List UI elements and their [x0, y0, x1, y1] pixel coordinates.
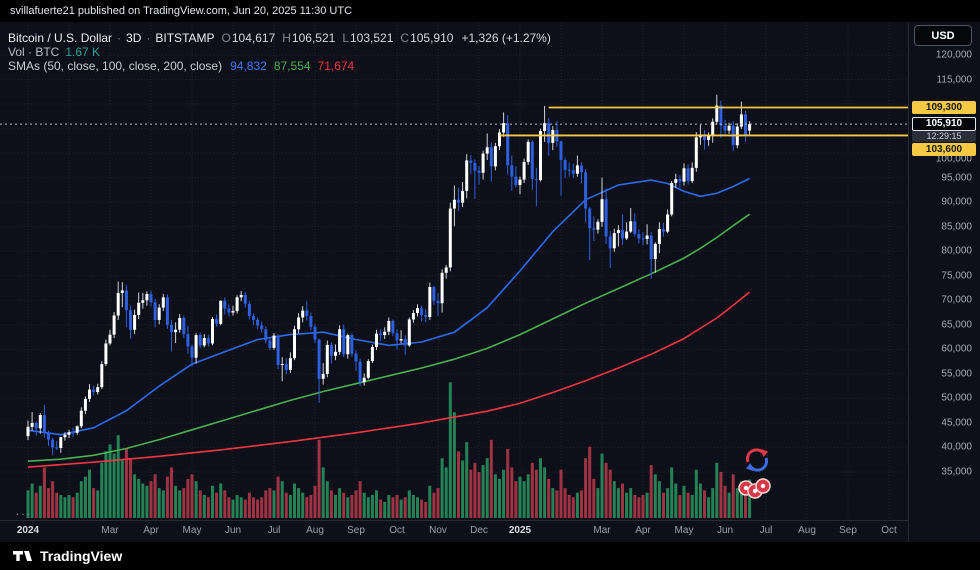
time-tick-month-label: Jun [716, 525, 734, 536]
price-axis[interactable]: 120,000 115,000 100,000 95,000 90,000 85,000 8… [908, 22, 980, 542]
time-tick-month-label: May [182, 525, 202, 536]
legend-overflow-ellipsis[interactable]: ... [16, 504, 33, 518]
volume-label[interactable]: Vol · BTC [8, 45, 60, 59]
sma-indicator-label[interactable]: SMAs (50, close, 100, close, 200, close) [8, 59, 223, 73]
time-tick-month-label: Nov [429, 525, 447, 536]
time-tick-month-label: Jun [224, 525, 242, 536]
price-tick-label: 85,000 [941, 221, 972, 233]
grid-layer [0, 22, 908, 520]
price-tick-label: 50,000 [941, 392, 972, 404]
legend-sma-row: SMAs (50, close, 100, close, 200, close)… [8, 59, 551, 73]
time-tick-month-label: Dec [470, 525, 488, 536]
legend-symbol-row: Bitcoin / U.S. Dollar · 3D · BITSTAMP O … [8, 31, 551, 45]
candles-layer [26, 94, 752, 455]
sma100-value: 87,554 [273, 59, 311, 73]
price-tick-label: 40,000 [941, 441, 972, 453]
separator-dot: · [117, 31, 122, 45]
upper-level-price-badge: 109,300 [912, 101, 976, 114]
time-tick-month-label: Jul [267, 525, 281, 536]
publish-info-text: svillafuerte21 published on TradingView.… [10, 5, 353, 17]
reaction-sticker-arrows-icon [745, 448, 769, 472]
time-tick-month-label: Oct [881, 525, 897, 536]
time-tick-month-label: Sep [839, 525, 857, 536]
time-tick-month-label: Apr [143, 525, 159, 536]
open-letter: O [221, 31, 231, 45]
price-tick-label: 65,000 [941, 319, 972, 331]
price-tick-label: 45,000 [941, 417, 972, 429]
price-tick-label: 120,000 [935, 49, 972, 61]
close-value: 105,910 [410, 31, 454, 45]
tradingview-logo-icon [13, 551, 32, 561]
price-chart-plot[interactable] [0, 22, 908, 520]
lower-level-price-badge: 103,600 [912, 143, 976, 156]
chart-area: 2024 Mar Apr May Jun Jul Aug Sep Oct Nov Dec 2025 Ma… [0, 22, 980, 542]
time-tick-month-label: Aug [306, 525, 324, 536]
low-letter: L [342, 31, 349, 45]
footer-bar: TradingView [0, 542, 980, 570]
price-tick-label: 60,000 [941, 343, 972, 355]
exchange-label: BITSTAMP [155, 31, 215, 45]
sma50-value: 94,832 [230, 59, 267, 73]
price-tick-label: 70,000 [941, 294, 972, 306]
interval-label[interactable]: 3D [126, 31, 142, 45]
publish-info-bar: svillafuerte21 published on TradingView.… [0, 0, 980, 22]
reaction-sticker-circles-icon [738, 478, 771, 499]
high-value: 106,521 [291, 31, 336, 45]
currency-toggle-button[interactable]: USD [914, 25, 972, 46]
tradingview-logo[interactable]: TradingView [12, 548, 122, 564]
price-tick-label: 80,000 [941, 245, 972, 257]
open-value: 104,617 [231, 31, 276, 45]
time-tick-year-label: 2025 [508, 525, 532, 536]
price-level-lines-layer [0, 106, 908, 137]
volume-value: 1.67 K [65, 45, 101, 59]
tradingview-wordmark: TradingView [40, 548, 123, 564]
bar-countdown-badge: 12:29:15 [912, 131, 976, 142]
sma-lines-layer [27, 177, 751, 468]
time-tick-month-label: Mar [101, 525, 119, 536]
high-letter: H [282, 31, 291, 45]
time-tick-month-label: Apr [635, 525, 651, 536]
price-tick-label: 95,000 [941, 172, 972, 184]
time-axis[interactable]: 2024 Mar Apr May Jun Jul Aug Sep Oct Nov Dec 2025 Ma… [0, 520, 980, 542]
separator-dot: · [146, 31, 151, 45]
volume-bars-layer [26, 382, 752, 518]
price-tick-label: 100,000 [935, 153, 972, 165]
close-letter: C [400, 31, 410, 45]
last-price-badge: 105,910 [912, 117, 976, 131]
chart-legend: Bitcoin / U.S. Dollar · 3D · BITSTAMP O … [8, 31, 551, 73]
time-tick-month-label: May [674, 525, 694, 536]
time-tick-month-label: Mar [593, 525, 611, 536]
price-tick-label: 115,000 [936, 74, 972, 86]
time-tick-month-label: Sep [347, 525, 365, 536]
time-tick-year-label: 2024 [16, 525, 40, 536]
sma200-value: 71,674 [317, 59, 355, 73]
symbol-title[interactable]: Bitcoin / U.S. Dollar [8, 31, 113, 45]
time-tick-month-label: Jul [759, 525, 773, 536]
time-tick-month-label: Aug [798, 525, 816, 536]
price-tick-label: 90,000 [941, 196, 972, 208]
price-tick-label: 75,000 [941, 270, 972, 282]
legend-volume-row: Vol · BTC 1.67 K [8, 45, 551, 59]
time-tick-month-label: Oct [389, 525, 405, 536]
change-value: +1,326 (+1.27%) [461, 31, 551, 45]
price-tick-label: 55,000 [941, 368, 972, 380]
low-value: 103,521 [350, 31, 394, 45]
price-tick-label: 35,000 [941, 466, 972, 478]
